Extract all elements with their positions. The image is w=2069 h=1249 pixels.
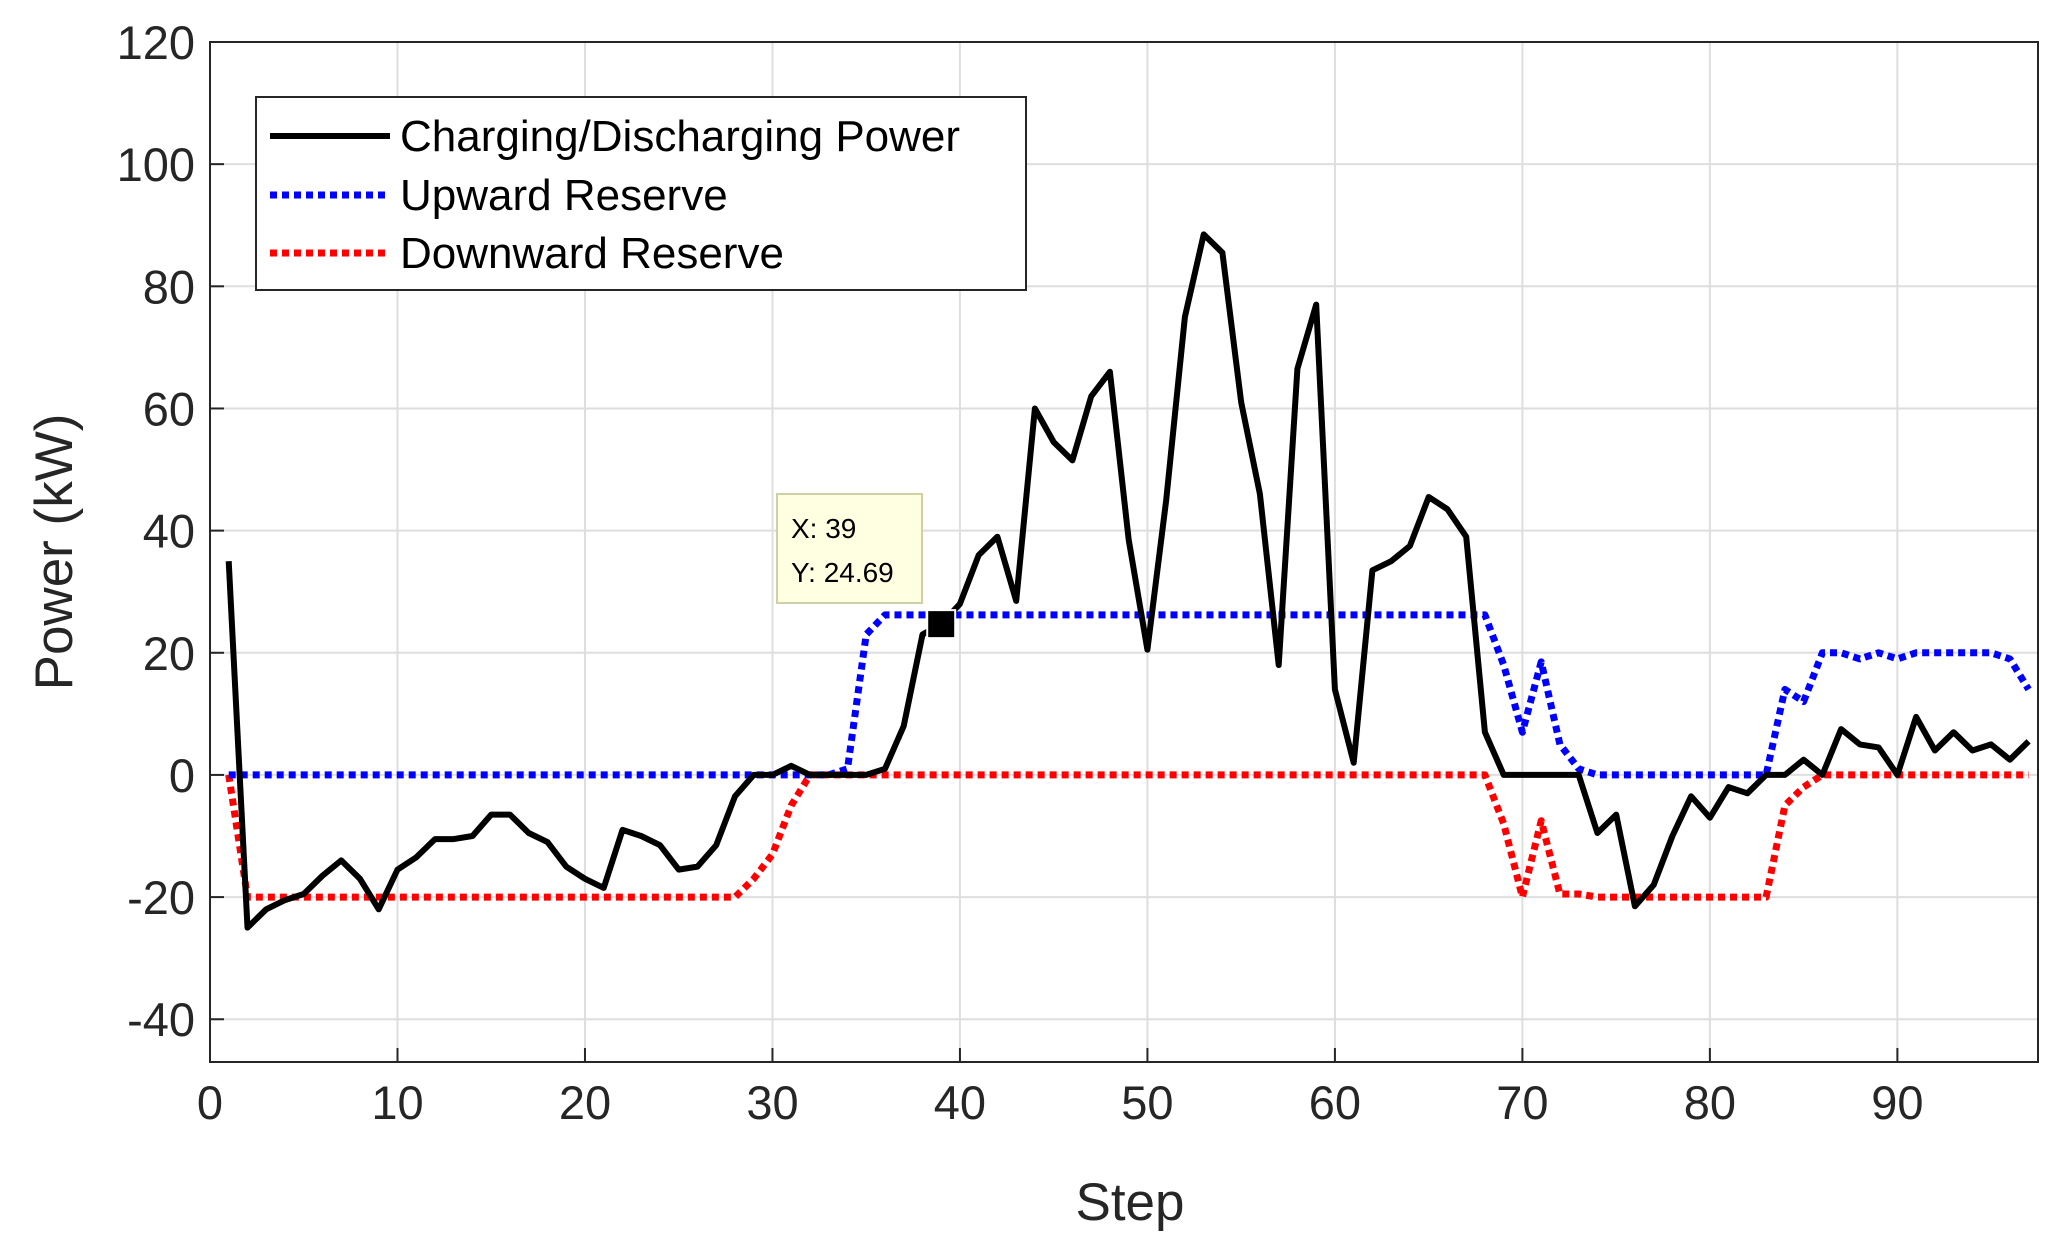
- datatip-marker[interactable]: [926, 609, 957, 640]
- datatip-y-text: Y: 24.69: [791, 557, 894, 588]
- x-tick-label: 30: [746, 1076, 798, 1129]
- y-tick-label: 120: [117, 16, 195, 69]
- y-tick-label: 0: [169, 749, 195, 802]
- x-tick-label: 90: [1871, 1076, 1923, 1129]
- x-tick-label: 10: [371, 1076, 423, 1129]
- y-tick-label: 100: [117, 138, 195, 191]
- legend: Charging/Discharging Power Upward Reserv…: [255, 96, 1027, 291]
- datatip[interactable]: X: 39 Y: 24.69: [776, 493, 957, 640]
- x-tick-label: 50: [1121, 1076, 1173, 1129]
- x-tick-label: 70: [1496, 1076, 1548, 1129]
- legend-label-downward: Downward Reserve: [400, 229, 784, 278]
- datatip-x-text: X: 39: [791, 513, 856, 544]
- axes-box: [209, 41, 2039, 1063]
- ticks: [209, 41, 1899, 1062]
- series-layer: [225, 231, 2032, 931]
- x-tick-label: 80: [1684, 1076, 1736, 1129]
- x-tick-labels: 0 10 20 30 40 50 60 70 80 90: [197, 1076, 1924, 1129]
- y-tick-label: -20: [127, 871, 195, 924]
- datatip-box: [776, 493, 923, 604]
- y-tick-label: 60: [143, 382, 195, 435]
- x-tick-label: 40: [934, 1076, 986, 1129]
- legend-label-upward: Upward Reserve: [400, 171, 728, 220]
- x-tick-label: 0: [197, 1076, 223, 1129]
- y-tick-label: 80: [143, 260, 195, 313]
- y-axis-title: Power (kW): [25, 414, 84, 691]
- x-axis-title: Step: [1075, 1173, 1184, 1232]
- x-tick-label: 20: [559, 1076, 611, 1129]
- series-line-upward-reserve: [228, 611, 2032, 779]
- y-tick-label: 20: [143, 627, 195, 680]
- y-tick-labels: -40 -20 0 20 40 60 80 100 120: [117, 16, 195, 1046]
- x-tick-label: 60: [1309, 1076, 1361, 1129]
- y-tick-label: -40: [127, 993, 195, 1046]
- legend-label-power: Charging/Discharging Power: [400, 112, 960, 161]
- y-tick-label: 40: [143, 505, 195, 558]
- series-line-power: [225, 231, 2031, 931]
